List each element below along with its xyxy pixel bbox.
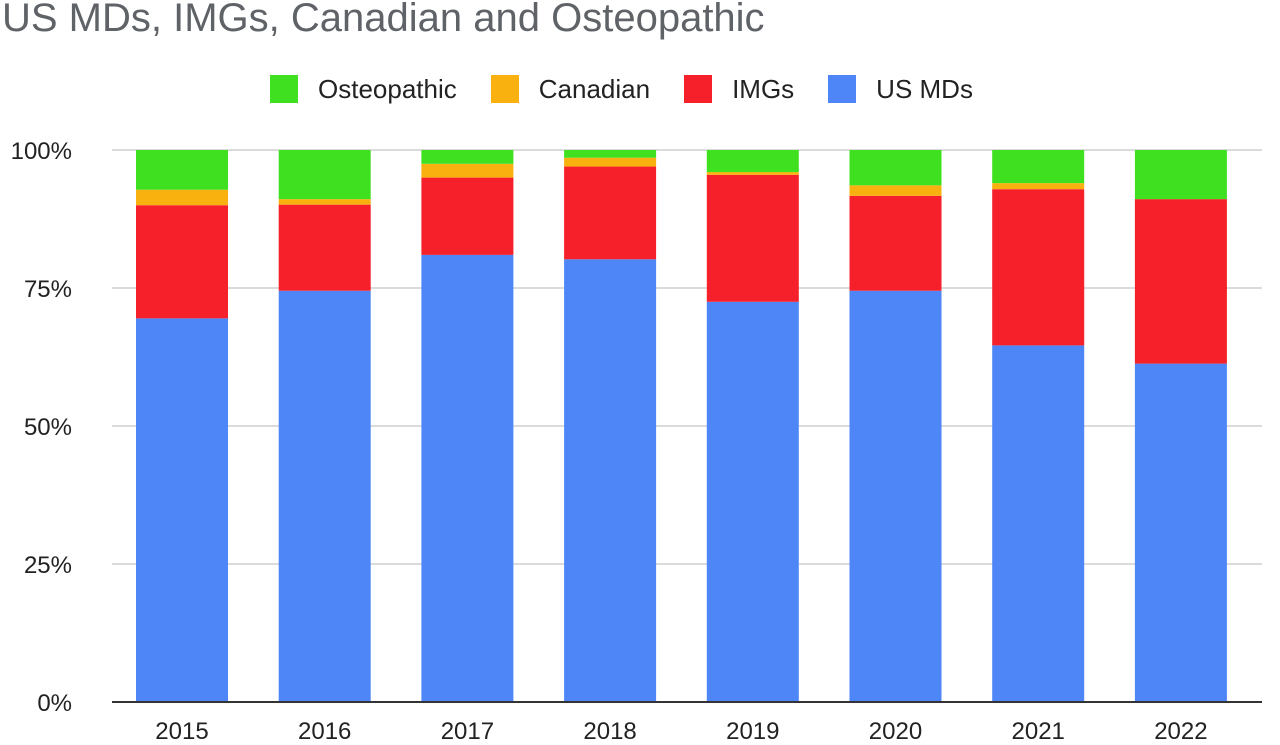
legend-label: US MDs (876, 73, 973, 104)
bar-segment-osteopathic-2017 (421, 150, 514, 164)
bar-segment-osteopathic-2021 (992, 150, 1085, 184)
x-tick-label: 2017 (441, 718, 494, 745)
y-tick-label: 0% (37, 690, 72, 717)
bar-segment-osteopathic-2019 (706, 150, 799, 173)
bar-segment-osteopathic-2016 (278, 150, 371, 200)
bar-segment-canadian-2015 (136, 189, 228, 206)
bar-segment-imgs-2019 (706, 174, 799, 302)
bar-segment-imgs-2018 (564, 166, 657, 260)
bar-segment-imgs-2017 (421, 177, 514, 255)
bar-segment-us-mds-2015 (136, 318, 228, 702)
bar-segment-imgs-2022 (1134, 199, 1227, 364)
legend-label: Canadian (538, 73, 651, 104)
bar-segment-canadian-2019 (706, 172, 799, 175)
x-tick-label: 2015 (155, 718, 208, 745)
bar-segment-us-mds-2021 (992, 345, 1085, 702)
bar-segment-us-mds-2016 (278, 290, 371, 702)
legend: Osteopathic Canadian IMGs US MDs (270, 72, 1007, 106)
legend-swatch (490, 75, 519, 103)
legend-label: Osteopathic (318, 73, 457, 104)
bar-segment-canadian-2021 (992, 183, 1085, 190)
bar-segment-osteopathic-2020 (849, 150, 942, 186)
bar-segment-osteopathic-2022 (1134, 150, 1227, 200)
legend-item-canadian: Canadian (490, 73, 651, 105)
bar-segment-canadian-2020 (849, 185, 942, 196)
x-tick-label: 2016 (298, 718, 351, 745)
legend-item-osteopathic: Osteopathic (270, 74, 457, 105)
x-tick-label: 2018 (583, 718, 636, 745)
bar-segment-osteopathic-2015 (136, 150, 228, 190)
legend-swatch (828, 75, 857, 103)
x-tick-label: 2021 (1012, 718, 1065, 745)
legend-item-us-mds: US MDs (828, 74, 973, 105)
bar-segment-imgs-2021 (992, 189, 1085, 346)
bar-segment-us-mds-2018 (564, 259, 657, 702)
bar-segment-us-mds-2017 (421, 254, 514, 702)
bar-segment-canadian-2018 (564, 157, 657, 167)
bar-segment-imgs-2015 (136, 205, 228, 319)
bar-segment-imgs-2020 (849, 195, 942, 291)
bar-segment-osteopathic-2018 (564, 150, 657, 158)
y-tick-label: 75% (24, 276, 72, 303)
legend-swatch (684, 75, 713, 103)
bar-segment-us-mds-2020 (849, 290, 942, 702)
y-tick-label: 25% (24, 552, 72, 579)
bar-segment-us-mds-2022 (1134, 363, 1227, 702)
bar-segment-canadian-2017 (421, 163, 514, 178)
x-tick-label: 2020 (869, 718, 922, 745)
x-tick-label: 2022 (1154, 718, 1207, 745)
legend-swatch (270, 75, 298, 103)
y-tick-label: 100% (11, 138, 72, 165)
x-tick-label: 2019 (726, 718, 779, 745)
y-tick-label: 50% (24, 414, 72, 441)
legend-label: IMGs (732, 73, 795, 104)
bar-segment-canadian-2016 (278, 199, 371, 205)
bar-segment-imgs-2016 (278, 204, 371, 291)
bar-segment-us-mds-2019 (706, 301, 799, 702)
chart-title: US MDs, IMGs, Canadian and Osteopathic (2, 0, 765, 40)
legend-item-imgs: IMGs (684, 74, 794, 105)
